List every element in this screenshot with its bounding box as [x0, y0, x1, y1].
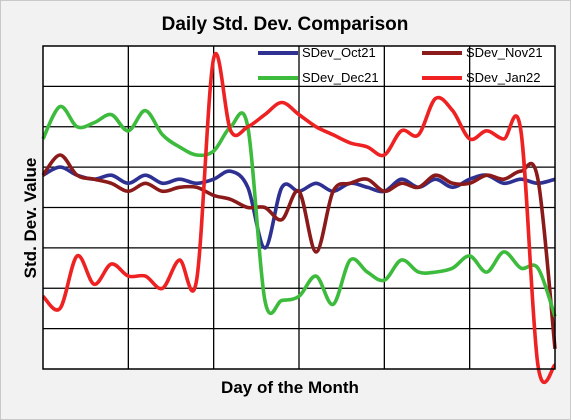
grid [43, 46, 555, 369]
legend: SDev_Oct21 SDev_Nov21 SDev_Dec21 SDev_Jan22 [258, 45, 543, 85]
legend-label-sdev-jan22: SDev_Jan22 [466, 70, 540, 85]
series-line-sdev-jan22 [41, 52, 557, 384]
series-line-sdev-nov21 [41, 153, 557, 349]
chart-title: Daily Std. Dev. Comparison [162, 14, 409, 35]
x-axis-label: Day of the Month [221, 378, 359, 397]
series-lines [41, 52, 557, 384]
plot-border [42, 45, 556, 370]
series-line-sdev-dec21 [41, 104, 557, 318]
y-axis-label: Std. Dev. Value [21, 158, 40, 279]
legend-label-sdev-dec21: SDev_Dec21 [302, 70, 379, 85]
legend-label-sdev-oct21: SDev_Oct21 [302, 45, 376, 60]
legend-label-sdev-nov21: SDev_Nov21 [466, 45, 543, 60]
